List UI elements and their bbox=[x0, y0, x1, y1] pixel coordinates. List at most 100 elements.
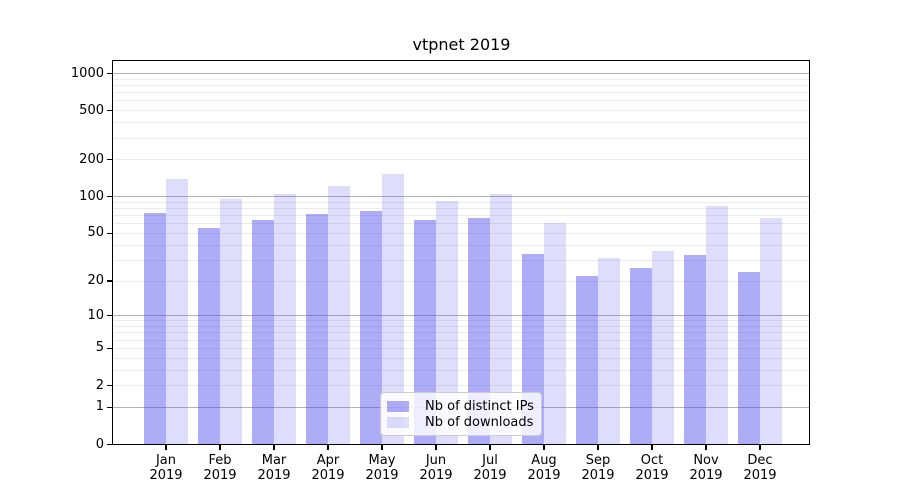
minor-gridline bbox=[113, 232, 809, 234]
bar-distinct-ips-jul bbox=[468, 217, 490, 444]
major-gridline bbox=[113, 315, 809, 317]
x-axis-tick bbox=[273, 444, 275, 450]
y-axis-tick bbox=[106, 406, 112, 408]
minor-gridline bbox=[113, 357, 809, 359]
x-axis-tick-label: Mar 2019 bbox=[257, 452, 291, 484]
bar-downloads-oct bbox=[652, 250, 674, 444]
bar-distinct-ips-mar bbox=[252, 220, 274, 444]
x-axis-tick-label: Dec 2019 bbox=[743, 452, 777, 484]
x-axis-tick-label: Jun 2019 bbox=[419, 452, 453, 484]
y-axis-tick bbox=[106, 110, 112, 112]
minor-gridline bbox=[113, 223, 809, 225]
bar-downloads-feb bbox=[220, 199, 242, 444]
x-axis-tick bbox=[543, 444, 545, 450]
chart-title: vtpnet 2019 bbox=[412, 35, 511, 54]
y-axis-tick bbox=[106, 384, 112, 387]
minor-gridline bbox=[113, 339, 809, 341]
y-axis-tick bbox=[106, 280, 112, 282]
y-axis-tick-label: 50 bbox=[87, 225, 104, 241]
minor-gridline bbox=[113, 259, 809, 261]
major-gridline bbox=[113, 73, 809, 75]
x-axis-tick-label: Jan 2019 bbox=[149, 452, 183, 484]
bar-distinct-ips-jun bbox=[414, 220, 436, 444]
x-axis-tick bbox=[435, 444, 437, 450]
y-axis-tick bbox=[106, 72, 112, 75]
minor-gridline bbox=[113, 100, 809, 102]
legend-swatch-distinct-ips-icon bbox=[387, 400, 409, 412]
bar-distinct-ips-may bbox=[360, 211, 382, 444]
y-axis-tick-label: 20 bbox=[87, 273, 104, 289]
bar-downloads-aug bbox=[544, 222, 566, 444]
y-axis-tick-label: 500 bbox=[79, 102, 104, 118]
bar-downloads-sep bbox=[598, 258, 620, 444]
minor-gridline bbox=[113, 347, 809, 349]
y-axis-tick-label: 1 bbox=[95, 399, 104, 415]
x-axis-tick bbox=[597, 444, 599, 450]
x-axis-tick bbox=[651, 444, 653, 450]
legend-item-distinct-ips: Nb of distinct IPs bbox=[387, 398, 534, 414]
bar-downloads-jan bbox=[166, 178, 188, 444]
bar-distinct-ips-jan bbox=[144, 213, 166, 444]
legend-label-downloads: Nb of downloads bbox=[425, 414, 534, 430]
x-axis-tick-label: Jul 2019 bbox=[473, 452, 507, 484]
minor-gridline bbox=[113, 159, 809, 161]
y-axis-tick-label: 200 bbox=[79, 151, 104, 167]
minor-gridline bbox=[113, 110, 809, 112]
y-axis-tick-label: 2 bbox=[95, 377, 104, 393]
x-axis-tick bbox=[165, 444, 167, 450]
bar-downloads-apr bbox=[328, 186, 350, 444]
minor-gridline bbox=[113, 244, 809, 246]
minor-gridline bbox=[113, 326, 809, 328]
minor-gridline bbox=[113, 122, 809, 124]
minor-gridline bbox=[113, 369, 809, 371]
minor-gridline bbox=[113, 208, 809, 210]
x-axis-tick-label: Aug 2019 bbox=[527, 452, 561, 484]
x-axis-tick-label: Sep 2019 bbox=[581, 452, 615, 484]
minor-gridline bbox=[113, 332, 809, 334]
bar-downloads-mar bbox=[274, 194, 296, 444]
y-axis-tick-label: 0 bbox=[95, 436, 104, 452]
x-axis-tick-label: Apr 2019 bbox=[311, 452, 345, 484]
bar-distinct-ips-nov bbox=[684, 255, 706, 444]
minor-gridline bbox=[113, 215, 809, 217]
minor-gridline bbox=[113, 280, 809, 282]
y-axis-tick-label: 1000 bbox=[70, 65, 104, 81]
bar-distinct-ips-feb bbox=[198, 228, 220, 444]
y-axis-tick bbox=[106, 315, 112, 317]
minor-gridline bbox=[113, 78, 809, 80]
y-axis-tick bbox=[106, 196, 112, 198]
y-axis-tick bbox=[106, 443, 112, 446]
bar-distinct-ips-sep bbox=[576, 276, 598, 444]
bar-distinct-ips-dec bbox=[738, 271, 760, 444]
bar-downloads-dec bbox=[760, 217, 782, 444]
x-axis-tick bbox=[381, 444, 383, 450]
x-axis-tick bbox=[759, 444, 761, 450]
legend: Nb of distinct IPs Nb of downloads bbox=[380, 392, 542, 436]
legend-swatch-downloads-icon bbox=[387, 416, 409, 428]
bar-downloads-jul bbox=[490, 194, 512, 444]
minor-gridline bbox=[113, 92, 809, 94]
x-axis-tick-label: Nov 2019 bbox=[689, 452, 723, 484]
legend-label-distinct-ips: Nb of distinct IPs bbox=[425, 398, 534, 414]
y-axis-tick-label: 10 bbox=[87, 307, 104, 323]
x-axis-tick bbox=[705, 444, 707, 450]
major-gridline bbox=[113, 196, 809, 198]
legend-item-downloads: Nb of downloads bbox=[387, 414, 534, 430]
minor-gridline bbox=[113, 137, 809, 139]
x-axis-tick bbox=[327, 444, 329, 450]
x-axis-tick bbox=[219, 444, 221, 450]
x-axis-tick bbox=[489, 444, 491, 450]
bar-downloads-jun bbox=[436, 200, 458, 444]
x-axis-tick-label: May 2019 bbox=[365, 452, 399, 484]
y-axis-tick-label: 100 bbox=[79, 188, 104, 204]
bar-downloads-nov bbox=[706, 205, 728, 444]
y-axis-tick bbox=[106, 159, 112, 161]
x-axis-tick-label: Feb 2019 bbox=[203, 452, 237, 484]
minor-gridline bbox=[113, 385, 809, 387]
minor-gridline bbox=[113, 85, 809, 87]
minor-gridline bbox=[113, 320, 809, 322]
y-axis-tick bbox=[106, 232, 112, 234]
y-axis-tick-label: 5 bbox=[95, 340, 104, 356]
